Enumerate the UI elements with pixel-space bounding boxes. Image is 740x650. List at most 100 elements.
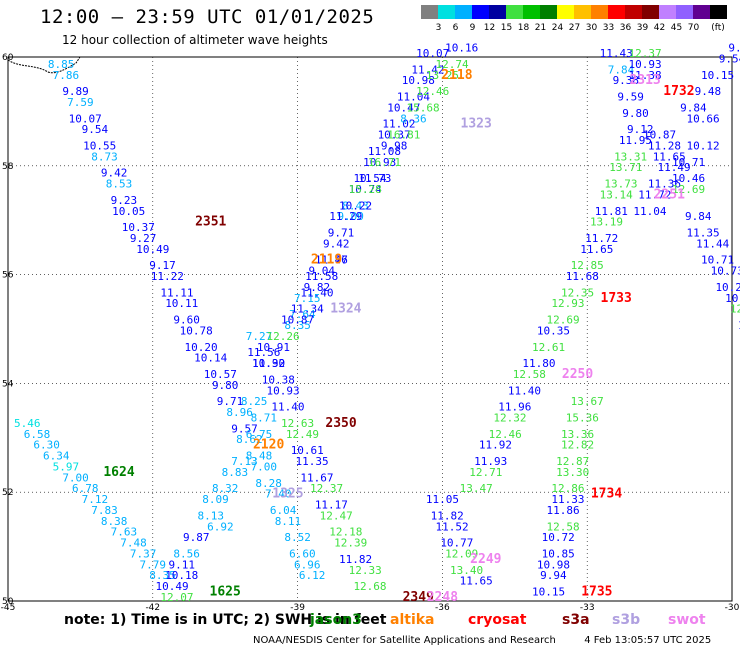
wave-height-value: 10.05: [112, 205, 145, 218]
wave-height-value: 13.36: [561, 428, 594, 441]
color-scale-label: 36: [619, 23, 632, 33]
x-tick-label: -33: [580, 603, 595, 613]
x-tick-label: -36: [435, 603, 450, 613]
color-scale-label: 6: [452, 23, 459, 33]
wave-height-value: 8.11: [275, 515, 302, 528]
wave-height-value: 12.18: [329, 526, 362, 539]
color-scale-swatch: [676, 5, 693, 19]
wave-height-value: 12.58: [513, 368, 546, 381]
wave-height-value: 6.92: [207, 520, 234, 533]
wave-height-value: 16.81: [387, 129, 420, 142]
wave-height-value: 11.35: [686, 227, 719, 240]
wave-height-value: 7.13: [231, 455, 258, 468]
wave-height-value: 10.55: [83, 139, 116, 152]
wave-height-value: 9.98: [381, 139, 408, 152]
wave-height-value: 11.52: [435, 520, 468, 533]
color-scale-label: 30: [585, 23, 598, 33]
wave-height-value: 12.49: [286, 428, 319, 441]
wave-height-value: 11.04: [397, 91, 430, 104]
wave-height-value: 11.33: [551, 493, 584, 506]
wave-height-value: 11.35: [296, 455, 329, 468]
y-tick-label: 58: [2, 162, 14, 172]
wave-height-value: 10.85: [542, 547, 575, 560]
color-scale-swatch: [625, 5, 642, 19]
wave-height-value: 11.65: [460, 575, 493, 588]
wave-height-value: 12.46: [489, 428, 522, 441]
credit-text: NOAA/NESDIS Center for Satellite Applica…: [253, 635, 556, 646]
wave-height-value: 13.30: [556, 466, 589, 479]
wave-height-value: 10.11: [165, 297, 198, 310]
wave-height-value: 10.14: [194, 352, 227, 365]
wave-height-value: 10.49: [136, 243, 169, 256]
wave-height-value: 8.96: [226, 406, 253, 419]
color-scale-label: 9: [469, 23, 476, 33]
wave-height-value: 9.57: [231, 422, 258, 435]
wave-height-value: 6.30: [33, 439, 60, 452]
wave-height-value: 8.71: [251, 411, 278, 424]
wave-height-value: 15.36: [566, 411, 599, 424]
pass-id-label: 2350: [325, 416, 356, 431]
wave-height-value: 11.65: [580, 243, 613, 256]
color-scale-label: 3: [435, 23, 442, 33]
wave-height-value: 7.83: [91, 504, 118, 517]
wave-height-value: 10.87: [643, 129, 676, 142]
wave-height-value: 9.27: [130, 232, 157, 245]
wave-height-value: 10.57: [204, 368, 237, 381]
wave-height-value: 9.38: [613, 74, 640, 87]
wave-height-value: 16.71: [368, 156, 401, 169]
wave-height-value: 9.12: [627, 123, 654, 136]
wave-height-value: 11.44: [696, 237, 729, 250]
wave-height-value: 12.69: [547, 314, 580, 327]
y-tick-label: 52: [2, 488, 13, 498]
wave-height-value: 9.84: [685, 210, 712, 223]
color-scale-swatch: [608, 5, 625, 19]
color-scale-label: 12: [483, 23, 496, 33]
wave-height-value: 11.95: [619, 134, 652, 147]
wave-height-value: 12.86: [551, 482, 584, 495]
wave-height-value: 6.75: [246, 428, 273, 441]
y-tick-label: 60: [2, 53, 14, 63]
wave-height-value: 8.25: [241, 395, 268, 408]
x-tick-label: -45: [1, 603, 16, 613]
wave-height-value: 9.42: [323, 237, 350, 250]
satellite-legend-jason3: jason3: [310, 612, 362, 628]
wave-height-value: 10.22: [339, 199, 372, 212]
wave-height-value: 12.37: [629, 47, 662, 60]
wave-height-value: 11.82: [431, 509, 464, 522]
wave-height-value: 9.54: [82, 123, 109, 136]
wave-height-value: 12.26: [267, 330, 300, 343]
pass-id-label: 2349: [403, 590, 434, 605]
wave-height-value: 7.12: [82, 493, 109, 506]
pass-id-label: 2351: [195, 215, 226, 230]
wave-height-value: 13.14: [600, 188, 633, 201]
wave-height-value: 11.04: [633, 205, 666, 218]
wave-height-value: 12.37: [310, 482, 343, 495]
wave-height-value: 9.87: [183, 531, 210, 544]
color-scale-swatch: [710, 5, 727, 19]
wave-height-value: 12.46: [416, 85, 449, 98]
pass-id-label: 2250: [562, 367, 593, 382]
color-scale-label: 45: [670, 23, 683, 33]
wave-height-value: 11.22: [151, 270, 184, 283]
color-scale-swatch: [693, 5, 710, 19]
wave-height-value: 7.15: [294, 292, 321, 305]
wave-height-value: 7.86: [53, 69, 80, 82]
wave-height-value: 8.48: [246, 450, 273, 463]
color-scale-swatch: [591, 5, 608, 19]
pass-id-label: 2251: [654, 187, 685, 202]
wave-height-value: 6.78: [72, 482, 99, 495]
wave-height-value: 10.74: [349, 183, 382, 196]
wave-height-value: 7.27: [246, 330, 273, 343]
wave-height-value: 9.48: [695, 85, 722, 98]
wave-height-value: 7.59: [67, 96, 94, 109]
wave-height-value: 13.19: [590, 216, 623, 229]
pass-id-label: 2313: [629, 73, 660, 88]
wave-height-value: 7.40: [265, 488, 292, 501]
wave-height-value: 11.42: [411, 63, 444, 76]
wave-height-value: 10.23: [725, 292, 740, 305]
wave-height-value: 12.82: [561, 439, 594, 452]
color-scale-label: 24: [551, 23, 564, 33]
wave-height-value: 10.18: [165, 569, 198, 582]
wave-height-value: 8.38: [101, 515, 128, 528]
wave-height-value: 9.00: [337, 210, 364, 223]
